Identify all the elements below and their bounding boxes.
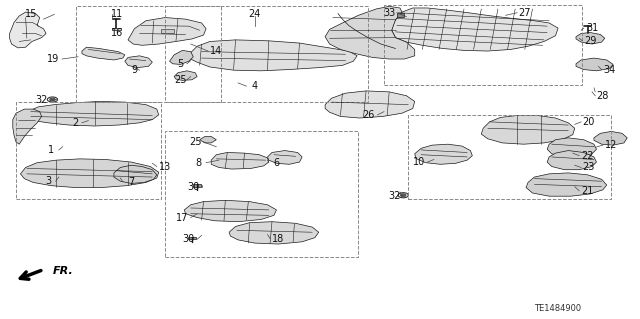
Polygon shape [325, 6, 415, 59]
Polygon shape [125, 56, 152, 68]
Text: 7: 7 [128, 177, 134, 187]
Polygon shape [547, 138, 596, 157]
Text: 13: 13 [159, 161, 172, 172]
Text: 4: 4 [252, 81, 258, 91]
Text: 16: 16 [111, 28, 124, 39]
Text: 3: 3 [45, 176, 51, 186]
Text: 1: 1 [48, 145, 54, 155]
Text: TE1484900: TE1484900 [534, 304, 582, 313]
Text: 14: 14 [210, 46, 223, 56]
Polygon shape [10, 12, 46, 48]
Text: 11: 11 [111, 9, 124, 19]
Text: 30: 30 [187, 182, 200, 192]
Text: 19: 19 [47, 54, 60, 64]
Text: 8: 8 [195, 158, 202, 168]
Polygon shape [268, 151, 302, 164]
Polygon shape [200, 137, 216, 143]
Polygon shape [211, 152, 269, 169]
Text: 15: 15 [24, 9, 37, 19]
Circle shape [401, 194, 406, 197]
Text: 33: 33 [383, 8, 396, 18]
Bar [384, 5, 582, 85]
Text: 21: 21 [581, 186, 594, 196]
Polygon shape [547, 151, 596, 170]
Polygon shape [193, 184, 201, 187]
Text: 32: 32 [35, 95, 48, 106]
Text: 31: 31 [586, 23, 598, 33]
Polygon shape [114, 165, 157, 183]
Bar [165, 6, 368, 102]
Bar [76, 6, 221, 102]
Polygon shape [20, 159, 159, 188]
Polygon shape [481, 115, 575, 144]
Polygon shape [174, 71, 197, 80]
Polygon shape [112, 28, 121, 30]
Polygon shape [576, 33, 605, 44]
Polygon shape [161, 29, 174, 33]
Text: 25: 25 [189, 137, 202, 147]
Polygon shape [82, 47, 125, 60]
Text: 29: 29 [584, 36, 596, 46]
Bar [16, 102, 161, 199]
Text: 30: 30 [182, 234, 195, 244]
Polygon shape [325, 91, 415, 118]
Polygon shape [594, 131, 627, 145]
Text: FR.: FR. [52, 265, 73, 276]
Polygon shape [13, 109, 42, 144]
Text: 17: 17 [176, 212, 189, 223]
Polygon shape [392, 8, 558, 51]
Circle shape [50, 98, 55, 101]
Text: 9: 9 [131, 65, 138, 75]
Text: 28: 28 [596, 91, 609, 101]
Polygon shape [576, 58, 613, 71]
Bar [165, 131, 358, 257]
Polygon shape [415, 144, 472, 164]
Polygon shape [24, 101, 159, 126]
Text: 20: 20 [582, 117, 595, 127]
Polygon shape [188, 237, 196, 239]
Text: 5: 5 [177, 59, 184, 69]
Polygon shape [128, 18, 206, 45]
Text: 22: 22 [581, 151, 594, 161]
Polygon shape [170, 50, 193, 64]
Polygon shape [526, 173, 607, 196]
Text: 24: 24 [248, 9, 261, 19]
Text: 34: 34 [603, 64, 616, 75]
Polygon shape [397, 13, 404, 17]
Text: 10: 10 [413, 157, 426, 167]
Text: 26: 26 [362, 110, 374, 120]
Text: 27: 27 [518, 8, 531, 18]
Text: 12: 12 [605, 140, 618, 150]
Polygon shape [184, 200, 276, 222]
Text: 32: 32 [388, 191, 401, 201]
Text: 25: 25 [174, 75, 187, 85]
Polygon shape [189, 40, 357, 71]
Polygon shape [229, 222, 319, 244]
Text: 6: 6 [273, 158, 280, 168]
Text: 23: 23 [582, 162, 595, 173]
Bar [408, 115, 611, 199]
Text: 18: 18 [272, 234, 285, 244]
Text: 2: 2 [72, 118, 79, 128]
